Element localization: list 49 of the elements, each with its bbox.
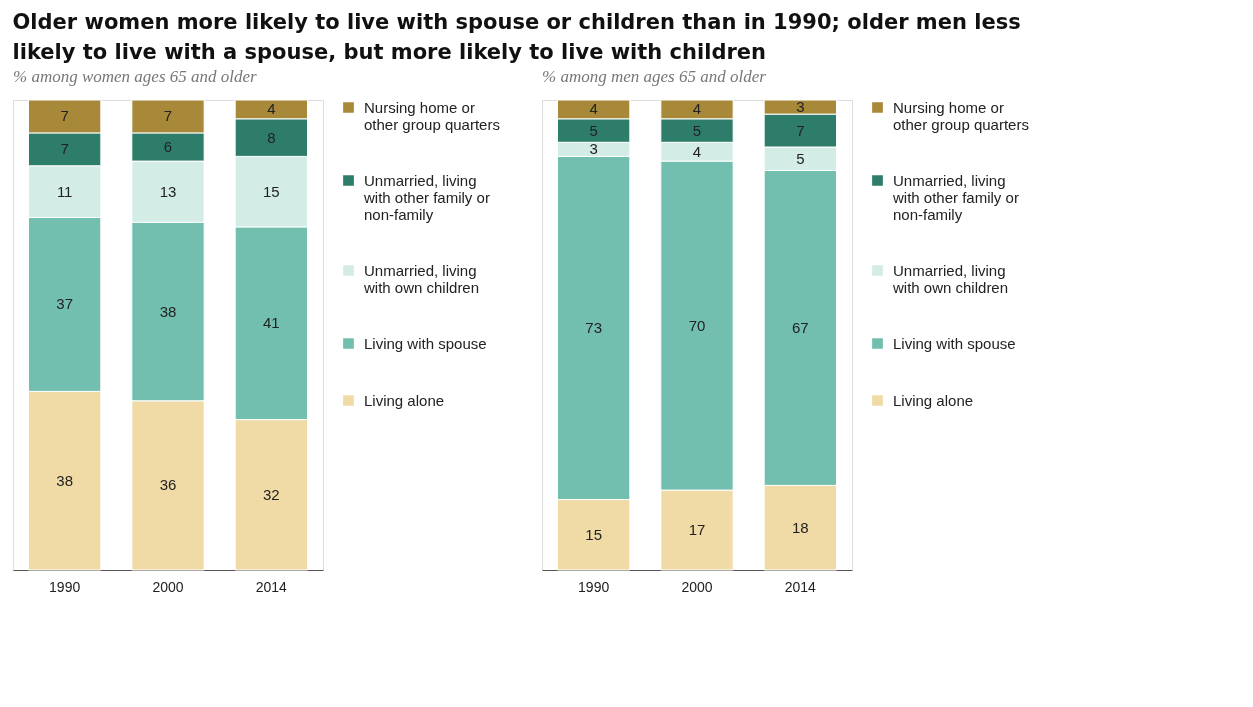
legend-label: Living with spouse [364, 334, 487, 352]
data-label: 5 [692, 121, 702, 139]
legend-label: Living alone [364, 391, 445, 409]
data-label: 7 [163, 107, 173, 125]
legend-label: Nursing home or other group quarters [893, 98, 1029, 133]
legend-label: Unmarried, living with own children [363, 261, 480, 296]
data-label: 32 [262, 485, 280, 503]
data-label: 4 [692, 142, 702, 160]
data-label: 67 [791, 318, 809, 336]
data-label: 3 [589, 140, 598, 158]
data-label: 6 [163, 138, 173, 155]
x-tick-label: 1990 [49, 578, 81, 595]
data-label: 18 [791, 518, 809, 536]
data-label: 7 [796, 121, 805, 139]
data-label: 8 [267, 128, 276, 146]
data-label: 38 [159, 302, 177, 320]
data-label: 70 [688, 316, 706, 334]
data-label: 13 [159, 182, 177, 200]
x-tick-label: 2014 [255, 578, 288, 595]
chart-subtitle: % among men ages 65 and older [542, 66, 767, 86]
data-label: 11 [56, 182, 73, 200]
data-label: 5 [589, 121, 598, 139]
legend-label: Unmarried, living with other family or non-family [892, 171, 1019, 223]
data-label: 4 [267, 100, 276, 118]
data-label: 7 [60, 107, 69, 125]
data-label: 41 [262, 314, 280, 332]
legend-label: Nursing home or other group quarters [364, 98, 500, 133]
x-tick-label: 2014 [784, 578, 817, 595]
data-label: 17 [688, 521, 706, 539]
data-label: 73 [585, 318, 603, 336]
data-label: 5 [796, 149, 805, 167]
data-label: 38 [56, 471, 74, 489]
x-tick-label: 2000 [152, 578, 184, 595]
data-label: 37 [56, 295, 74, 313]
legend-label: Unmarried, living with own children [892, 261, 1009, 296]
data-label: 36 [159, 476, 177, 494]
x-tick-label: 2000 [681, 578, 713, 595]
legend-label: Unmarried, living with other family or non-family [363, 171, 490, 223]
data-label: 4 [692, 100, 702, 118]
x-tick-label: 1990 [578, 578, 610, 595]
data-label: 15 [262, 182, 280, 200]
legend-label: Living alone [893, 391, 974, 409]
data-label: 7 [60, 140, 69, 158]
chart-subtitle: % among women ages 65 and older [13, 66, 258, 86]
data-label: 4 [589, 100, 598, 118]
legend-label: Living with spouse [893, 334, 1016, 352]
data-label: 15 [585, 525, 603, 543]
text: Older women more likely to live with spouse or children than in 1990; older men less likely to live with a spouse, but more likely to live with children [12, 10, 1021, 64]
data-label: 3 [796, 98, 805, 116]
